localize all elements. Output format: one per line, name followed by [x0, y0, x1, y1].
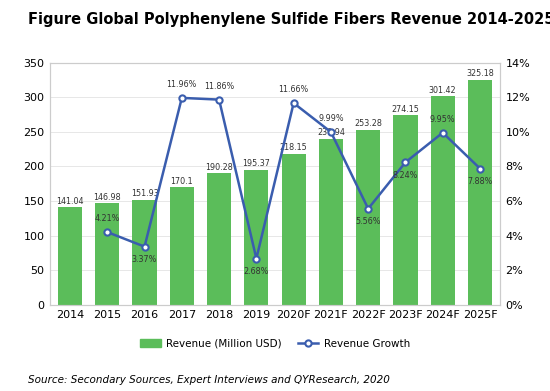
Bar — [431, 96, 455, 305]
Text: 253.28: 253.28 — [354, 119, 382, 128]
Revenue Growth — [253, 256, 260, 261]
Legend: Revenue (Million USD), Revenue Growth: Revenue (Million USD), Revenue Growth — [140, 339, 410, 349]
Text: 8.24%: 8.24% — [393, 171, 418, 180]
Revenue Growth — [439, 130, 446, 135]
Text: Source: Secondary Sources, Expert Interviews and QYResearch, 2020: Source: Secondary Sources, Expert Interv… — [28, 375, 389, 385]
Revenue Growth — [216, 97, 222, 102]
Bar — [319, 139, 343, 305]
Bar — [207, 173, 231, 305]
Bar — [58, 207, 82, 305]
Text: 4.21%: 4.21% — [95, 214, 120, 223]
Bar — [133, 200, 157, 305]
Text: 2.68%: 2.68% — [244, 267, 269, 276]
Text: 301.42: 301.42 — [429, 86, 456, 95]
Text: 141.04: 141.04 — [56, 197, 84, 206]
Text: 218.15: 218.15 — [280, 143, 307, 152]
Line: Revenue Growth: Revenue Growth — [104, 95, 483, 262]
Bar — [244, 170, 268, 305]
Bar — [393, 115, 417, 305]
Text: 7.88%: 7.88% — [468, 177, 493, 186]
Revenue Growth — [365, 206, 371, 211]
Bar — [356, 129, 380, 305]
Revenue Growth — [328, 130, 334, 135]
Revenue Growth — [477, 166, 483, 171]
Bar — [95, 203, 119, 305]
Text: 325.18: 325.18 — [466, 69, 494, 78]
Text: 195.37: 195.37 — [243, 159, 270, 168]
Text: 9.95%: 9.95% — [430, 115, 455, 124]
Bar — [170, 187, 194, 305]
Text: Figure Global Polyphenylene Sulfide Fibers Revenue 2014-2025 (Million US$): Figure Global Polyphenylene Sulfide Fibe… — [28, 12, 550, 27]
Revenue Growth — [104, 230, 111, 235]
Text: 146.98: 146.98 — [94, 193, 121, 202]
Text: 11.66%: 11.66% — [278, 85, 309, 94]
Bar — [468, 80, 492, 305]
Text: 3.37%: 3.37% — [132, 255, 157, 264]
Revenue Growth — [290, 101, 297, 106]
Revenue Growth — [141, 244, 148, 249]
Revenue Growth — [402, 160, 409, 165]
Text: 170.1: 170.1 — [170, 177, 193, 186]
Text: 5.56%: 5.56% — [355, 217, 381, 226]
Text: 274.15: 274.15 — [392, 105, 420, 114]
Text: 11.96%: 11.96% — [167, 80, 197, 89]
Text: 190.28: 190.28 — [205, 163, 233, 172]
Text: 11.86%: 11.86% — [204, 82, 234, 91]
Text: 151.93: 151.93 — [131, 189, 158, 198]
Text: 239.94: 239.94 — [317, 128, 345, 137]
Revenue Growth — [179, 95, 185, 100]
Bar — [282, 154, 306, 305]
Text: 9.99%: 9.99% — [318, 114, 344, 123]
